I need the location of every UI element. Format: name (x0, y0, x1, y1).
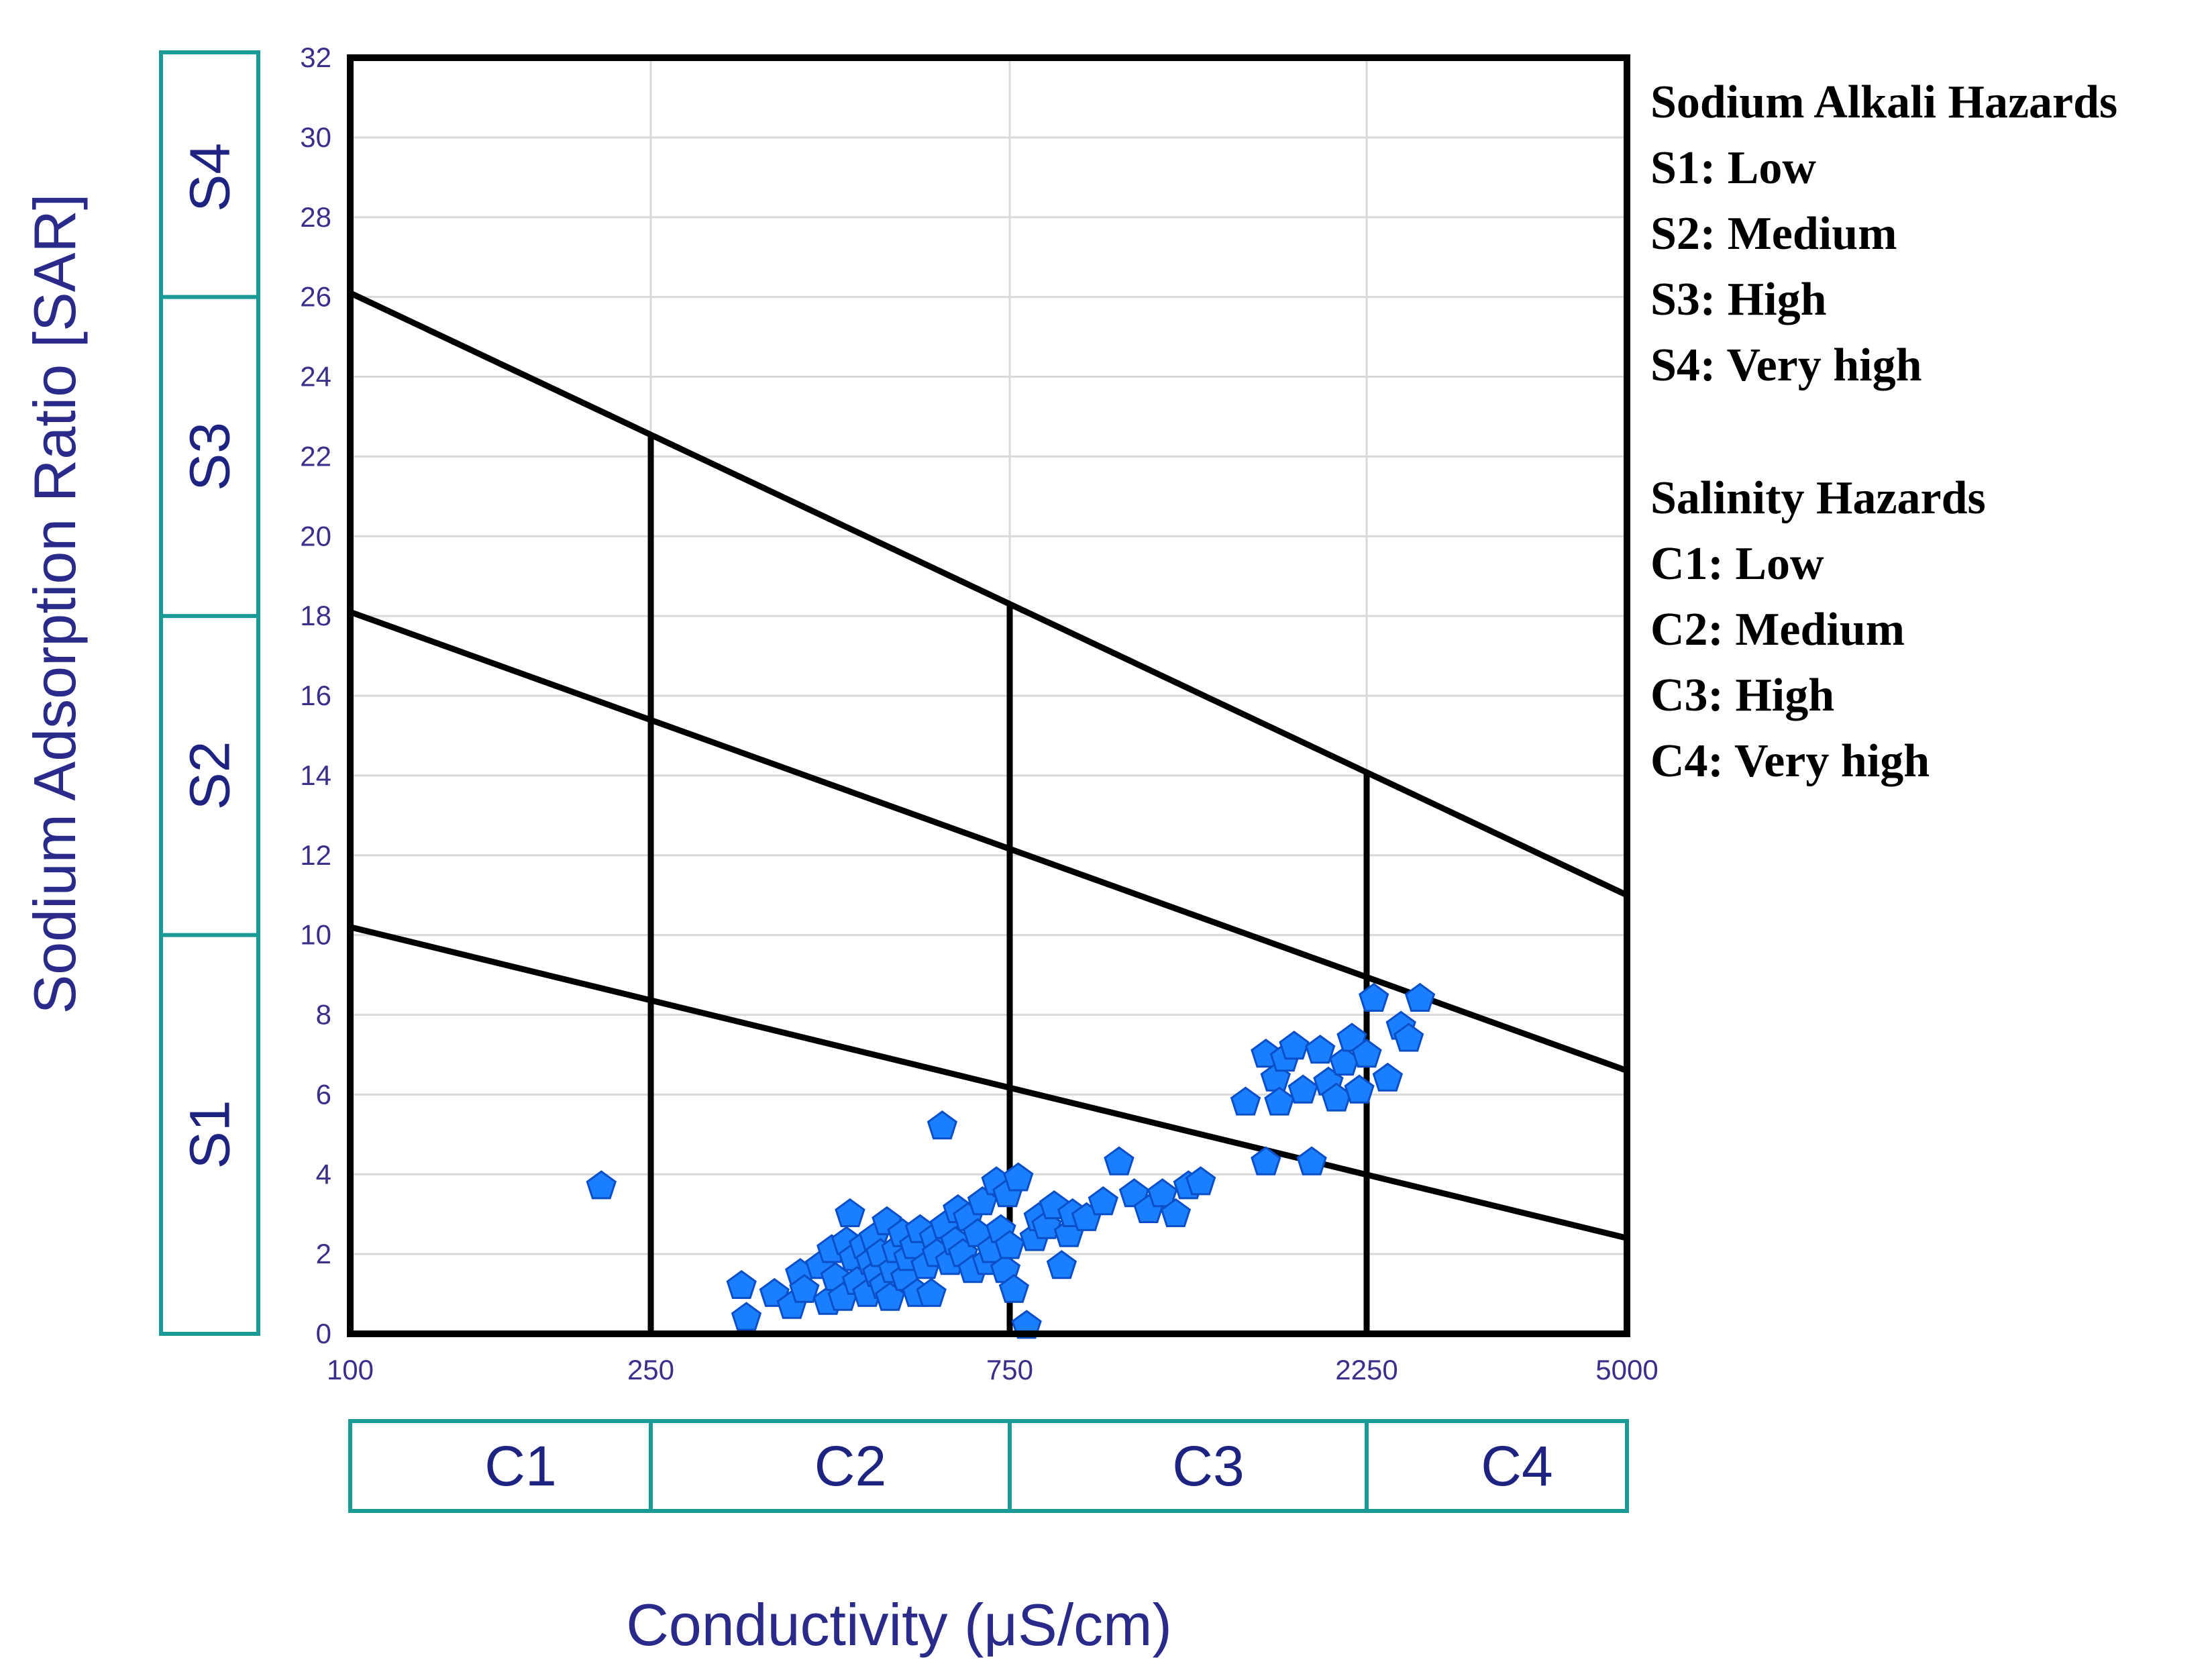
sodium-class-bar-frame (159, 50, 260, 1336)
data-point (994, 1230, 1025, 1259)
salinity-class-label: C4 (1481, 1434, 1552, 1498)
y-tick-label: 14 (300, 760, 331, 791)
salinity-class-label: C1 (484, 1434, 556, 1498)
data-point (998, 1273, 1030, 1303)
data-point (1160, 1198, 1192, 1227)
legend-salinity-item: C4: Very high (1650, 735, 1930, 787)
data-point (1104, 1146, 1135, 1175)
data-point (726, 1269, 757, 1299)
y-tick-label: 12 (300, 839, 331, 871)
data-point (789, 1273, 820, 1303)
data-point (927, 1110, 958, 1140)
x-tick-labels: 100 250 750 2250 5000 (327, 1354, 1658, 1385)
x-tick-label: 5000 (1595, 1354, 1658, 1385)
y-tick-label: 0 (316, 1318, 331, 1349)
legend-sodium-item: S2: Medium (1650, 208, 1897, 260)
legend-sodium-title: Sodium Alkali Hazards (1650, 76, 2117, 128)
y-tick-label: 20 (300, 520, 331, 552)
x-tick-label: 250 (627, 1354, 674, 1385)
sample-points (586, 982, 1436, 1339)
data-point (1046, 1250, 1077, 1279)
y-tick-label: 22 (300, 440, 331, 472)
y-tick-label: 18 (300, 600, 331, 631)
y-tick-label: 28 (300, 201, 331, 233)
y-tick-label: 6 (316, 1078, 331, 1110)
data-point (1264, 1086, 1295, 1116)
data-point (1372, 1062, 1404, 1092)
data-point (1287, 1074, 1318, 1104)
y-tick-label: 2 (316, 1238, 331, 1269)
sodium-hazard-boundary (349, 290, 1628, 898)
data-point (1003, 1162, 1034, 1192)
sodium-class-bar: S1 S2 S3 S4 (159, 50, 260, 1336)
data-point (1344, 1074, 1375, 1104)
data-point (916, 1277, 947, 1307)
y-tick-label: 26 (300, 281, 331, 313)
data-point (1393, 1023, 1424, 1052)
data-point (1404, 982, 1436, 1012)
plot-frame (347, 54, 1630, 1337)
data-point (1351, 1039, 1382, 1068)
data-point (1359, 982, 1389, 1012)
data-point (586, 1170, 617, 1200)
data-point (1251, 1146, 1281, 1175)
y-tick-label: 4 (316, 1158, 331, 1190)
sodium-class-label: S2 (178, 741, 242, 810)
legend: Sodium Alkali Hazards S1: Low S2: Medium… (1650, 76, 2117, 787)
x-tick-label: 2250 (1335, 1354, 1398, 1385)
data-point (1185, 1166, 1216, 1196)
y-axis-title: Sodium Adsorption Ratio [SAR] (21, 194, 88, 1014)
sodium-class-label: S4 (178, 143, 242, 212)
y-tick-label: 30 (300, 121, 331, 153)
legend-sodium-item: S3: High (1650, 274, 1827, 325)
data-point (1230, 1086, 1261, 1116)
x-tick-label: 750 (986, 1354, 1033, 1385)
legend-sodium-item: S4: Very high (1650, 339, 1922, 391)
salinity-class-bar-frame (348, 1419, 1629, 1513)
sodium-hazard-boundary (349, 924, 1628, 1241)
legend-salinity-item: C3: High (1650, 670, 1834, 721)
salinity-class-label: C2 (814, 1434, 886, 1498)
legend-salinity-item: C1: Low (1650, 538, 1824, 590)
y-tick-label: 24 (300, 361, 331, 392)
y-tick-label: 16 (300, 680, 331, 711)
data-point (1305, 1035, 1336, 1064)
legend-salinity-item: C2: Medium (1650, 604, 1905, 656)
y-tick-label: 10 (300, 919, 331, 951)
legend-sodium-item: S1: Low (1650, 142, 1816, 194)
x-tick-label: 100 (327, 1354, 374, 1385)
data-point (1279, 1031, 1310, 1060)
sodium-class-label: S1 (178, 1100, 242, 1169)
data-point (835, 1198, 865, 1227)
y-tick-label: 8 (316, 999, 331, 1031)
salinity-class-bar: C1 C2 C3 C4 (348, 1419, 1629, 1513)
x-axis-title: Conductivity (μS/cm) (626, 1591, 1172, 1658)
data-point (1296, 1146, 1327, 1175)
data-point (1088, 1186, 1118, 1216)
data-point (1147, 1178, 1178, 1208)
sodium-class-label: S3 (178, 422, 242, 491)
legend-salinity-title: Salinity Hazards (1650, 472, 1986, 524)
salinity-class-label: C3 (1172, 1434, 1244, 1498)
y-tick-label: 32 (300, 42, 331, 73)
data-point (731, 1302, 762, 1331)
